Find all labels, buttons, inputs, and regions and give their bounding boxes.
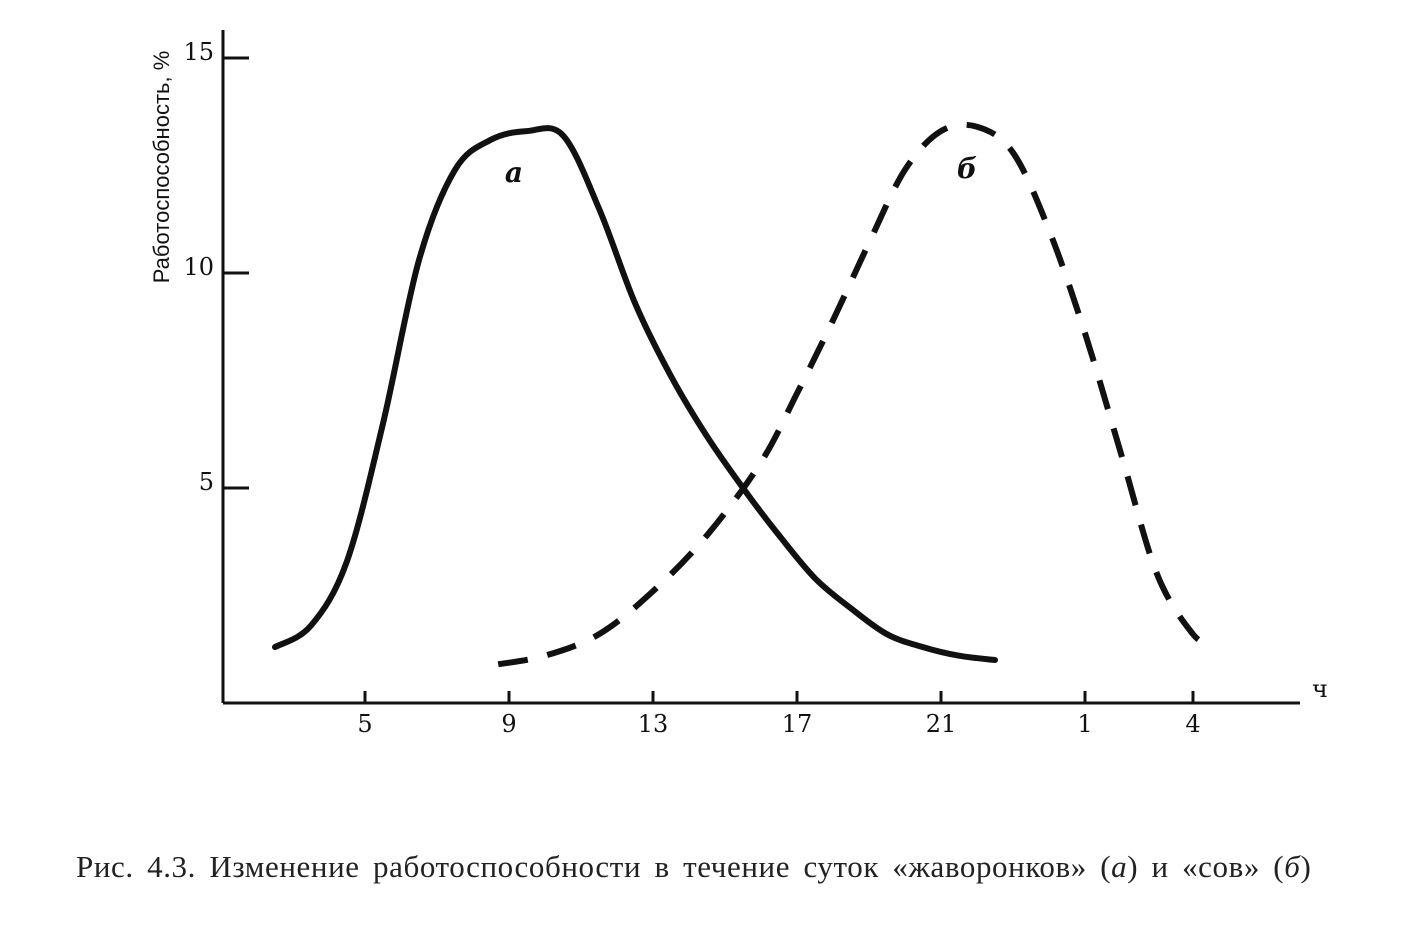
axes xyxy=(221,30,1300,705)
y-tick-label-15: 15 xyxy=(183,38,214,66)
caption-text: Изменение работоспособности в течение су… xyxy=(209,849,1112,884)
caption-end: ) xyxy=(1300,849,1312,884)
x-tick-label-5: 5 xyxy=(357,710,372,738)
x-tick-label-21: 21 xyxy=(926,710,957,738)
y-axis-title: Работоспособность, % xyxy=(149,51,174,284)
x-tick-label-13: 13 xyxy=(638,710,669,738)
series-label-b: б xyxy=(957,152,977,185)
caption-series-a: а xyxy=(1111,849,1128,884)
series-line-b xyxy=(497,121,1213,668)
caption-number: 4.3. xyxy=(147,849,197,884)
caption-prefix: Рис. xyxy=(76,849,134,884)
x-tick-label-4: 4 xyxy=(1185,710,1200,738)
x-tick-label-17: 17 xyxy=(782,710,813,738)
caption-series-b: б xyxy=(1284,849,1301,884)
caption-mid: ) и «сов» ( xyxy=(1127,849,1285,884)
x-ticks: 5 9 13 17 21 1 4 xyxy=(357,691,1201,738)
series-label-a: а xyxy=(505,156,523,189)
y-tick-label-10: 10 xyxy=(183,253,214,281)
x-tick-label-9: 9 xyxy=(501,710,516,738)
y-tick-label-5: 5 xyxy=(199,468,214,496)
y-ticks: 5 10 15 xyxy=(183,38,249,496)
x-axis-unit: ч xyxy=(1312,675,1328,703)
series-line-a xyxy=(272,125,998,663)
x-tick-label-1: 1 xyxy=(1077,710,1092,738)
figure-caption: Рис. 4.3. Изменение работоспособности в … xyxy=(76,848,1396,886)
